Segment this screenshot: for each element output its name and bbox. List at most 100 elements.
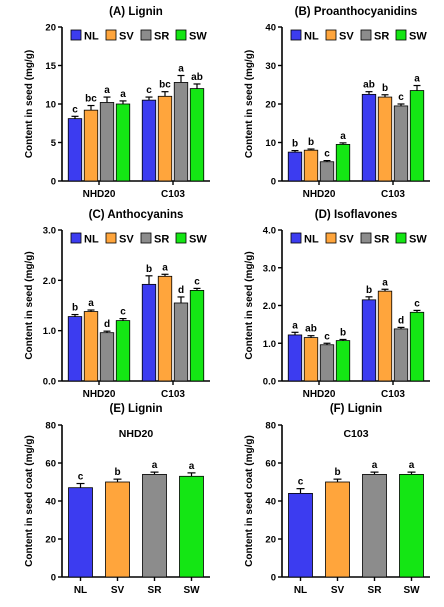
legend-swatch-sr — [360, 29, 372, 41]
bar-sv-nhd20 — [303, 337, 319, 382]
y-tick-label: 1.0 — [43, 326, 56, 337]
legend-label-sr: SR — [154, 31, 169, 43]
legend-swatch-sv — [105, 232, 117, 244]
y-tick-label: 20 — [45, 23, 56, 34]
y-tick-label: 15 — [45, 61, 56, 72]
category-label: SW — [183, 585, 200, 596]
legend-swatch-sw — [395, 232, 407, 244]
panel-title: (C) Anthocyanins — [89, 209, 184, 221]
bar-nl-nhd20 — [67, 316, 83, 382]
bar-sr-nhd20 — [319, 161, 335, 182]
legend-label-sv: SV — [339, 234, 354, 246]
legend: NL SV SR SW — [70, 232, 207, 246]
y-tick-label: 2.0 — [43, 276, 56, 287]
legend-label-sv: SV — [119, 31, 134, 43]
panel-subtitle: C103 — [343, 428, 368, 440]
category-label: NL — [294, 585, 307, 596]
category-label: SR — [148, 585, 163, 596]
legend-swatch-sr — [360, 232, 372, 244]
panel-subtitle: NHD20 — [119, 428, 154, 440]
significance-label: ab — [305, 324, 317, 335]
category-label: C103 — [161, 389, 185, 400]
y-axis-label: Content in seed (mg/g) — [244, 251, 255, 359]
bar-sw — [399, 473, 424, 578]
significance-label: c — [324, 149, 330, 160]
y-tick-label: 60 — [265, 459, 276, 470]
y-tick-label: 40 — [265, 497, 276, 508]
significance-label: a — [382, 277, 388, 288]
panel-title: (B) Proanthocyanidins — [295, 6, 418, 18]
legend-label-sw: SW — [409, 31, 427, 43]
bar-nl-c103 — [141, 283, 157, 382]
significance-label: a — [162, 262, 168, 273]
legend-swatch-nl — [290, 29, 302, 41]
significance-label: a — [409, 460, 415, 471]
bar-nl-nhd20 — [287, 334, 303, 382]
legend-swatch-sv — [325, 232, 337, 244]
significance-label: a — [120, 89, 126, 100]
category-label: SR — [368, 585, 383, 596]
bar-sr-c103 — [173, 302, 189, 382]
chart-panel-c: (C) Anthocyanins Content in seed (mg/g) 0.… — [24, 209, 210, 400]
bar-sw-nhd20 — [335, 144, 351, 182]
legend-swatch-sw — [395, 29, 407, 41]
bar-sw-c103 — [189, 289, 205, 382]
bar-sv-c103 — [157, 275, 173, 382]
legend-swatch-nl — [70, 232, 82, 244]
chart-panel-e: (E) Lignin Content in seed coat (mg/g) 0 20… — [24, 403, 210, 596]
y-tick-label: 30 — [265, 61, 276, 72]
bar-sv-nhd20 — [83, 109, 99, 182]
bar-sr — [362, 473, 387, 578]
bar-sr-nhd20 — [319, 344, 335, 382]
significance-label: a — [414, 74, 420, 85]
y-axis-label: Content in seed (mg/g) — [24, 50, 35, 158]
significance-label: b — [114, 467, 120, 478]
bar-sr-nhd20 — [99, 102, 115, 182]
legend: NL SV SR SW — [70, 29, 207, 43]
bar-sw-c103 — [189, 88, 205, 182]
legend-label-nl: NL — [304, 31, 319, 43]
bar-sw-c103 — [409, 90, 425, 182]
panel-title: (F) Lignin — [330, 403, 382, 415]
y-tick-label: 80 — [265, 421, 276, 432]
bar-nl-c103 — [141, 99, 157, 182]
y-tick-label: 0 — [51, 177, 56, 188]
y-axis-label: Content in seed coat (mg/g) — [244, 435, 255, 567]
bar-sv-c103 — [377, 290, 393, 382]
legend-swatch-sw — [175, 232, 187, 244]
significance-label: c — [398, 92, 404, 103]
significance-label: b — [292, 139, 298, 150]
bar-sv — [325, 481, 350, 578]
legend-label-sw: SW — [409, 234, 427, 246]
legend-swatch-nl — [70, 29, 82, 41]
bar-nl — [68, 487, 93, 578]
bar-sv-c103 — [157, 95, 173, 182]
legend-swatch-sr — [140, 232, 152, 244]
significance-label: d — [178, 285, 184, 296]
bar-sv-nhd20 — [303, 149, 319, 182]
y-tick-label: 40 — [45, 497, 56, 508]
bar-nl-nhd20 — [287, 151, 303, 182]
legend-label-nl: NL — [304, 234, 319, 246]
category-label: C103 — [381, 189, 405, 200]
y-tick-label: 3.0 — [43, 226, 56, 237]
significance-label: b — [308, 137, 314, 148]
legend-label-sv: SV — [119, 234, 134, 246]
legend-swatch-sw — [175, 29, 187, 41]
significance-label: ab — [191, 72, 203, 83]
legend-swatch-sv — [105, 29, 117, 41]
bar-sw-nhd20 — [115, 103, 131, 182]
legend-swatch-sv — [325, 29, 337, 41]
chart-panel-b: (B) Proanthocyanidins Content in seed (mg… — [244, 6, 430, 200]
chart-panel-f: (F) Lignin Content in seed coat (mg/g) 0 20… — [244, 403, 430, 596]
bar-sr-c103 — [173, 82, 189, 182]
y-tick-label: 0 — [51, 573, 56, 584]
legend-label-sv: SV — [339, 31, 354, 43]
legend-label-sw: SW — [189, 234, 207, 246]
y-tick-label: 40 — [265, 23, 276, 34]
bar-sw — [179, 475, 204, 578]
panel-title: (E) Lignin — [109, 403, 162, 415]
legend-label-sr: SR — [374, 31, 389, 43]
significance-label: a — [88, 298, 94, 309]
y-axis-label: Content in seed (mg/g) — [244, 50, 255, 158]
